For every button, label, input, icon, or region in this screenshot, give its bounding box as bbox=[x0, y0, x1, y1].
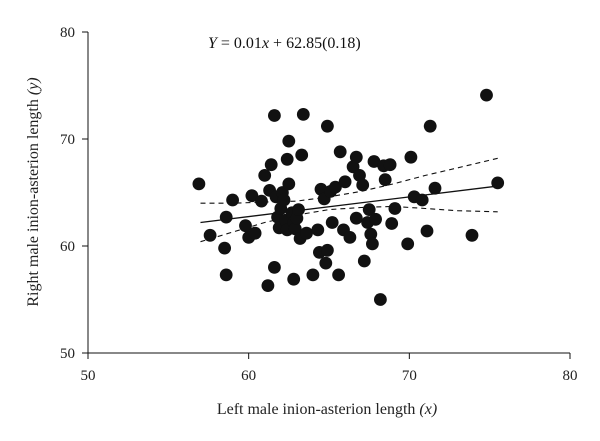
data-point bbox=[219, 268, 233, 282]
y-axis-title: Right male inion-asterion length (y) bbox=[25, 77, 42, 306]
data-point bbox=[280, 152, 294, 166]
data-point bbox=[282, 134, 296, 148]
data-point bbox=[219, 210, 233, 224]
data-point bbox=[311, 223, 325, 237]
data-point bbox=[268, 261, 281, 274]
y-tick-label: 60 bbox=[60, 239, 75, 255]
equation-var: x bbox=[261, 35, 269, 52]
data-point bbox=[329, 180, 342, 194]
confidence-bands bbox=[200, 157, 498, 243]
data-points bbox=[192, 88, 505, 306]
data-point bbox=[218, 241, 232, 255]
data-point bbox=[203, 228, 217, 242]
data-point bbox=[332, 268, 345, 282]
data-point bbox=[300, 226, 313, 240]
y-tick-label: 70 bbox=[60, 132, 75, 148]
data-point bbox=[245, 189, 259, 203]
y-tick-label: 80 bbox=[60, 25, 75, 41]
data-point bbox=[362, 203, 376, 217]
y-tick-label: 50 bbox=[60, 346, 75, 362]
y-axis-label: Right male inion-asterion length bbox=[25, 99, 42, 307]
data-point bbox=[192, 177, 206, 191]
x-tick-label: 50 bbox=[81, 368, 96, 384]
fit-line-layer bbox=[200, 185, 498, 224]
data-point bbox=[415, 193, 429, 207]
data-point bbox=[357, 254, 371, 268]
x-tick-label: 60 bbox=[241, 368, 256, 384]
x-axis-label: Left male inion-asterion length bbox=[217, 401, 416, 418]
data-point bbox=[296, 108, 310, 121]
x-tick-label: 70 bbox=[402, 368, 417, 384]
data-point bbox=[333, 145, 347, 159]
data-point bbox=[282, 177, 296, 191]
data-point bbox=[306, 268, 320, 282]
ci-lower-line bbox=[200, 205, 498, 243]
data-point bbox=[420, 224, 434, 238]
data-point bbox=[480, 88, 493, 102]
data-point bbox=[226, 193, 240, 207]
data-point bbox=[349, 211, 363, 225]
x-axis-title: Left male inion-asterion length (x) bbox=[217, 401, 437, 418]
data-point bbox=[287, 272, 301, 286]
data-point bbox=[343, 231, 357, 244]
data-point bbox=[428, 181, 442, 195]
data-point bbox=[338, 175, 352, 189]
data-point bbox=[385, 217, 399, 230]
data-point bbox=[367, 155, 381, 168]
x-ticks: 50 60 70 80 bbox=[81, 353, 578, 384]
data-point bbox=[366, 237, 379, 251]
fit-line bbox=[200, 185, 498, 224]
y-ticks: 50 60 70 80 bbox=[60, 25, 88, 362]
data-point bbox=[264, 158, 278, 172]
ci-upper-line bbox=[200, 157, 498, 204]
data-point bbox=[261, 279, 275, 292]
data-point bbox=[325, 216, 339, 229]
data-point bbox=[268, 109, 281, 122]
data-point bbox=[404, 150, 418, 164]
data-point bbox=[423, 119, 437, 133]
data-point bbox=[349, 150, 363, 164]
data-point bbox=[321, 119, 334, 133]
data-point bbox=[321, 243, 334, 257]
data-point bbox=[295, 148, 309, 162]
data-point bbox=[356, 178, 370, 192]
data-point bbox=[374, 293, 387, 306]
data-point bbox=[319, 256, 333, 270]
equation-lhs: Y bbox=[208, 35, 219, 52]
data-point bbox=[465, 228, 479, 242]
data-point bbox=[239, 219, 252, 233]
data-point bbox=[369, 212, 382, 226]
data-point bbox=[388, 202, 402, 215]
data-point bbox=[255, 194, 268, 208]
equation-slope: = 0.01 bbox=[217, 35, 262, 52]
data-point bbox=[364, 227, 378, 241]
data-point bbox=[258, 169, 272, 182]
y-axis-var: (y) bbox=[25, 77, 42, 95]
data-point bbox=[292, 203, 305, 217]
data-point bbox=[401, 237, 415, 251]
data-point bbox=[288, 222, 302, 236]
data-point bbox=[491, 176, 505, 190]
data-point bbox=[378, 173, 392, 187]
data-point bbox=[277, 193, 291, 207]
data-point bbox=[383, 158, 397, 172]
data-point bbox=[248, 226, 262, 240]
x-tick-label: 80 bbox=[563, 368, 578, 384]
x-axis-var: (x) bbox=[419, 401, 437, 418]
equation-intercept: + 62.85(0.18) bbox=[269, 35, 361, 52]
axes: 50 60 70 80 50 60 70 80 bbox=[60, 25, 578, 384]
regression-equation: Y = 0.01x + 62.85(0.18) bbox=[208, 35, 361, 52]
